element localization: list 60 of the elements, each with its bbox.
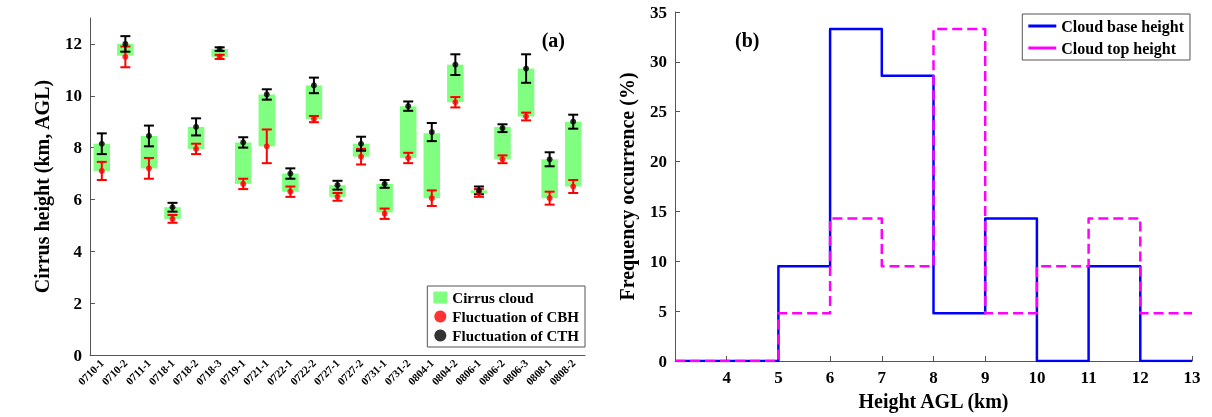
y-axis-title: Cirrus height (km, AGL) bbox=[31, 79, 54, 294]
point bbox=[405, 154, 412, 161]
point bbox=[193, 145, 200, 152]
point bbox=[145, 132, 152, 139]
point bbox=[240, 180, 247, 187]
legend-label: Cloud top height bbox=[1061, 39, 1177, 58]
y-tick-label: 10 bbox=[65, 86, 82, 106]
point bbox=[546, 156, 553, 163]
point bbox=[98, 140, 105, 147]
y-axis-title: Frequency occurrence (%) bbox=[616, 72, 639, 301]
x-tick-label: 12 bbox=[1131, 368, 1149, 387]
x-tick-label: 10 bbox=[1028, 368, 1046, 387]
point bbox=[310, 82, 317, 89]
point bbox=[122, 40, 129, 47]
x-tick-label: 6 bbox=[825, 368, 835, 387]
y-tick-label: 12 bbox=[65, 34, 82, 54]
annotation: (b) bbox=[735, 29, 760, 52]
point bbox=[122, 53, 129, 60]
y-tick-label: 4 bbox=[73, 241, 83, 261]
point bbox=[570, 183, 577, 190]
point bbox=[358, 153, 365, 160]
point bbox=[428, 129, 435, 136]
bar bbox=[423, 133, 441, 199]
x-tick-label: 8 bbox=[929, 368, 938, 387]
y-tick-label: 30 bbox=[650, 52, 667, 72]
x-tick-label: 5 bbox=[774, 368, 783, 387]
y-tick-label: 6 bbox=[73, 189, 82, 209]
y-tick-label: 8 bbox=[73, 138, 82, 158]
y-tick-label: 2 bbox=[73, 293, 82, 313]
legend-label: Cirrus cloud bbox=[452, 289, 535, 306]
point bbox=[358, 140, 365, 147]
point bbox=[523, 65, 530, 72]
point bbox=[98, 167, 105, 174]
point bbox=[546, 195, 553, 202]
point bbox=[263, 143, 270, 150]
legend-label: Cloud base height bbox=[1061, 17, 1185, 36]
point bbox=[452, 61, 459, 68]
x-tick-label: 9 bbox=[980, 368, 990, 387]
point bbox=[193, 123, 200, 130]
y-tick-label: 0 bbox=[658, 351, 667, 371]
y-tick-label: 5 bbox=[658, 301, 667, 321]
annotation: (a) bbox=[541, 29, 566, 52]
y-tick-label: 25 bbox=[650, 102, 667, 122]
point bbox=[428, 195, 435, 202]
x-tick-label: 11 bbox=[1080, 368, 1097, 387]
bar bbox=[399, 106, 417, 158]
legend-label: Fluctuation of CBH bbox=[452, 308, 580, 325]
bar bbox=[564, 121, 582, 187]
y-tick-label: 10 bbox=[650, 251, 667, 271]
y-tick-label: 0 bbox=[73, 345, 82, 365]
point bbox=[145, 165, 152, 172]
y-tick-label: 20 bbox=[650, 152, 667, 172]
x-tick-label: 7 bbox=[877, 368, 887, 387]
y-tick-label: 35 bbox=[650, 2, 667, 22]
x-axis-title: Height AGL (km) bbox=[858, 389, 1009, 413]
legend-label: Fluctuation of CTH bbox=[452, 327, 580, 344]
point bbox=[570, 118, 577, 125]
x-tick-label: 4 bbox=[722, 368, 732, 387]
x-tick-label: 13 bbox=[1183, 368, 1201, 387]
y-tick-label: 15 bbox=[650, 201, 667, 221]
